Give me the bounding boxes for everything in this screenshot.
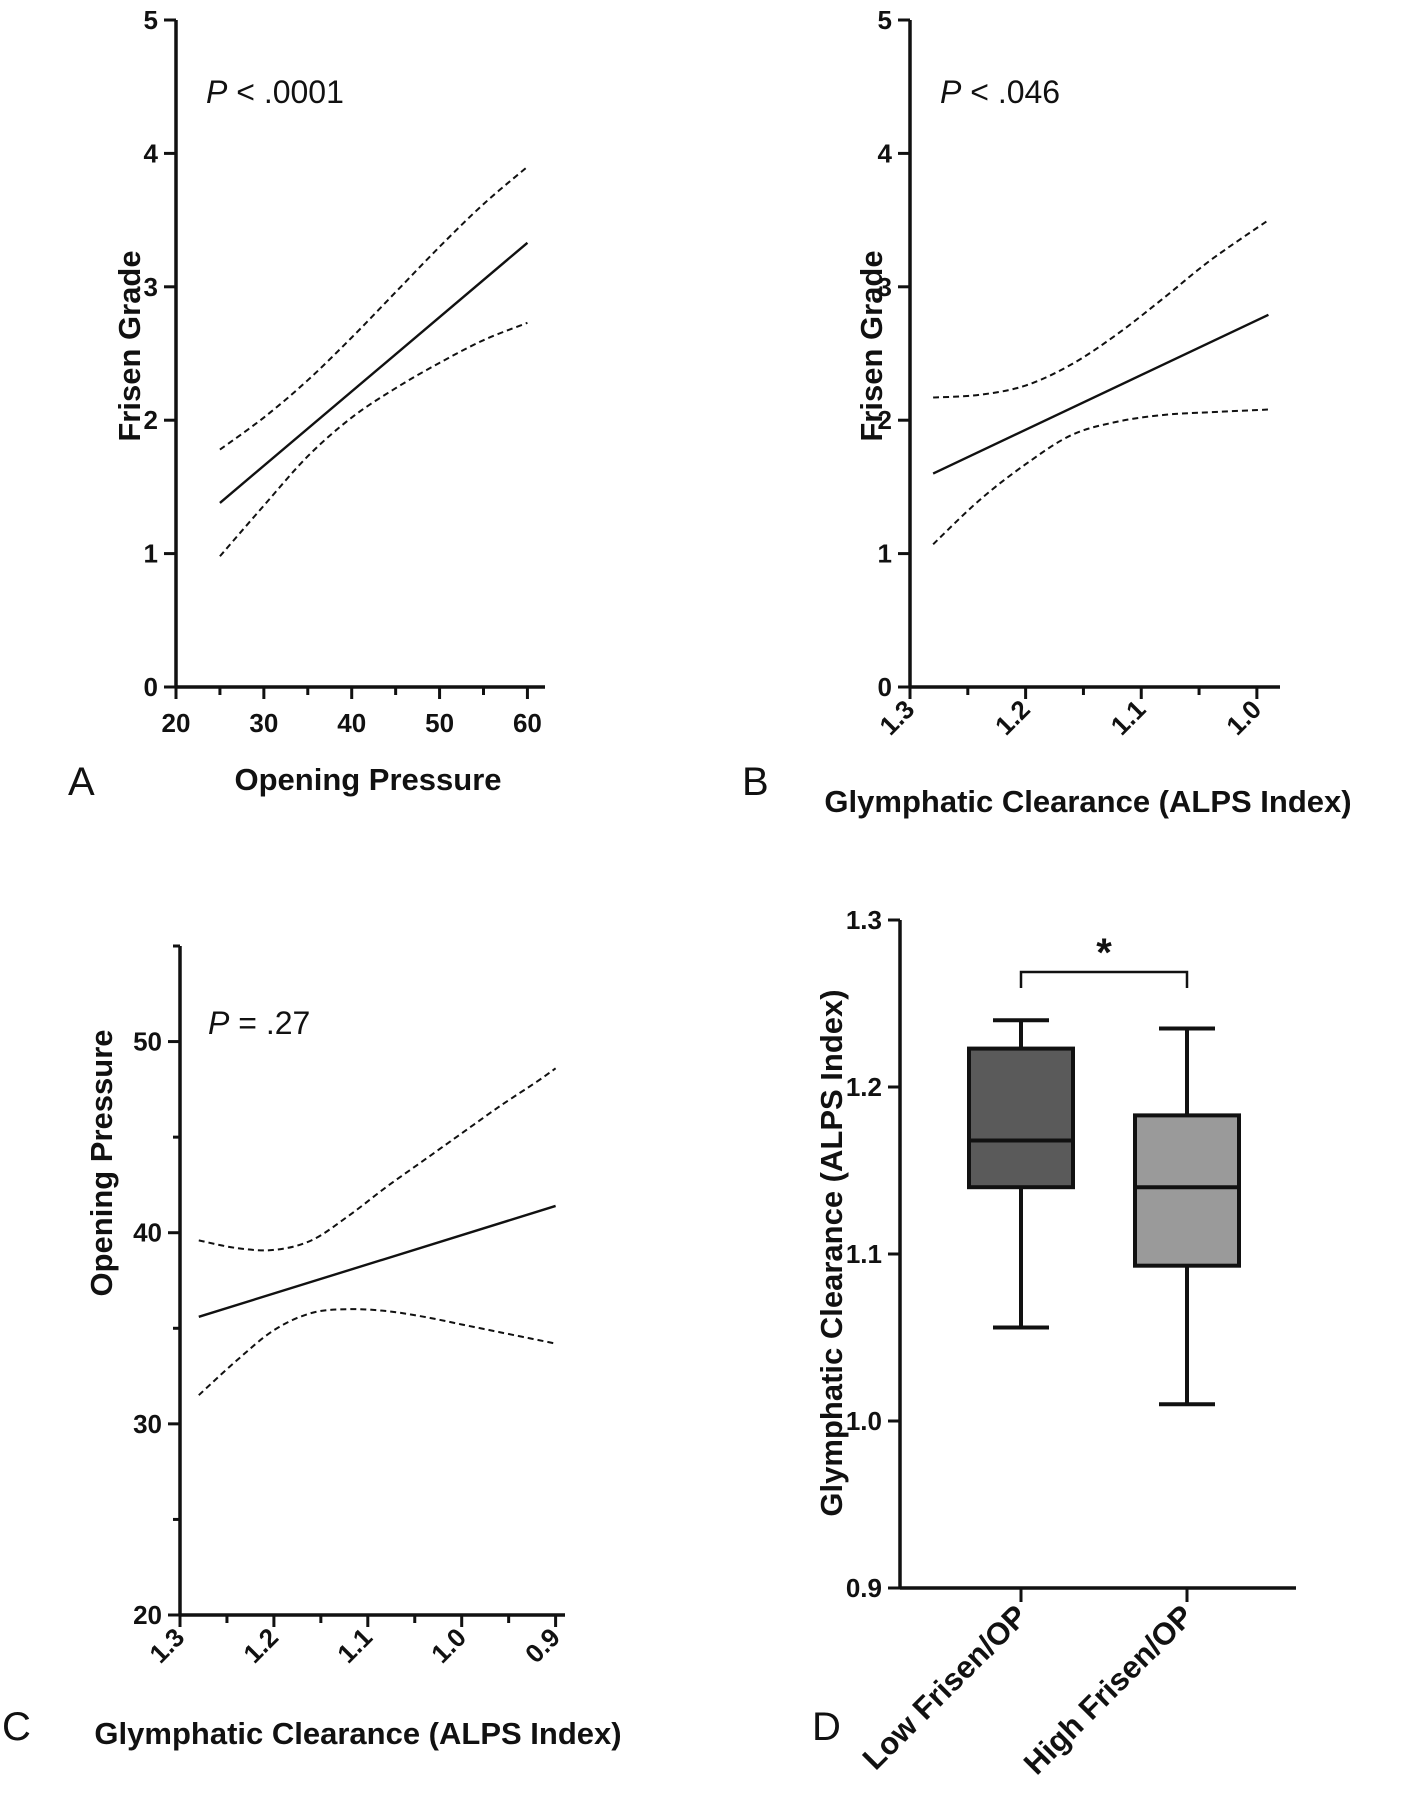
p-value: < .046 xyxy=(961,74,1060,110)
x-tick-label: 1.2 xyxy=(989,694,1036,741)
y-tick-label: 1 xyxy=(144,539,158,569)
y-tick-label: 2 xyxy=(878,405,892,435)
x-tick-label: 50 xyxy=(425,708,454,738)
y-tick-label: 20 xyxy=(133,1600,162,1630)
y-tick-label: 1.1 xyxy=(846,1239,882,1269)
y-tick-label: 5 xyxy=(878,5,892,35)
y-tick-label: 3 xyxy=(878,272,892,302)
confidence-band-line xyxy=(219,321,528,557)
confidence-band-line xyxy=(932,408,1269,545)
p-value-annotation: P = .27 xyxy=(208,1005,310,1041)
x-axis-title: Opening Pressure xyxy=(234,762,501,797)
panel-letter-a: A xyxy=(68,760,95,804)
y-tick-label: 1.2 xyxy=(846,1072,882,1102)
x-tick-label: 30 xyxy=(249,708,278,738)
regression-line xyxy=(198,1204,556,1318)
y-axis-title: Frisen Grade xyxy=(112,250,147,441)
y-tick-label: 0 xyxy=(144,672,158,702)
y-tick-label: 50 xyxy=(133,1027,162,1057)
x-tick-label: 1.2 xyxy=(237,1622,284,1669)
x-category-label: High Frisen/OP xyxy=(1017,1598,1200,1781)
x-tick-label: 1.1 xyxy=(1105,694,1152,741)
x-tick-label: 1.0 xyxy=(1220,694,1267,741)
x-category-label: Low Frisen/OP xyxy=(856,1598,1034,1776)
p-value-annotation: P < .0001 xyxy=(206,74,344,110)
x-tick-label: 0.9 xyxy=(519,1622,566,1669)
panel-a: 0 1 2 3 4 5 20 30 40 50 60 Opening Pressure Frisen G… xyxy=(112,5,545,797)
y-tick-label: 0.9 xyxy=(846,1573,882,1603)
y-tick-label: 3 xyxy=(144,272,158,302)
box-iqr xyxy=(1133,1113,1241,1268)
y-tick-label: 4 xyxy=(144,138,159,168)
confidence-band-line xyxy=(933,219,1270,399)
y-tick-label: 2 xyxy=(144,405,158,435)
p-value: < .0001 xyxy=(227,74,344,110)
panel-d: 0.9 1.0 1.1 1.2 1.3 Glymphatic Clearance (ALP… xyxy=(814,905,1296,1781)
y-axis-title: Opening Pressure xyxy=(84,1029,119,1296)
y-tick-label: 1 xyxy=(878,539,892,569)
p-symbol: P xyxy=(208,1005,230,1041)
panel-letter-b: B xyxy=(742,760,769,804)
confidence-band-line xyxy=(198,1067,557,1252)
panel-letter-d: D xyxy=(812,1705,841,1749)
p-symbol: P xyxy=(940,74,962,110)
confidence-band-line xyxy=(219,165,529,451)
y-tick-label: 5 xyxy=(144,5,158,35)
y-axis-title: Glymphatic Clearance (ALPS Index) xyxy=(814,989,849,1516)
p-value: = .27 xyxy=(229,1005,310,1041)
x-axis-title: Glymphatic Clearance (ALPS Index) xyxy=(824,784,1351,819)
p-value-annotation: P < .046 xyxy=(940,74,1060,110)
regression-line xyxy=(219,241,529,504)
regression-line xyxy=(932,313,1269,475)
confidence-band-line xyxy=(198,1308,556,1396)
x-tick-label: 20 xyxy=(162,708,191,738)
significance-bracket xyxy=(1019,970,1189,988)
y-axis-title: Frisen Grade xyxy=(854,250,889,441)
x-tick-label: 1.0 xyxy=(425,1622,472,1669)
x-axis-title: Glymphatic Clearance (ALPS Index) xyxy=(94,1716,621,1751)
y-tick-label: 4 xyxy=(878,138,893,168)
significance-star: * xyxy=(1096,931,1112,975)
box-iqr xyxy=(967,1046,1075,1190)
x-tick-label: 60 xyxy=(513,708,542,738)
y-tick-label: 40 xyxy=(133,1218,162,1248)
y-tick-label: 1.0 xyxy=(846,1406,882,1436)
x-tick-label: 40 xyxy=(337,708,366,738)
y-tick-label: 30 xyxy=(133,1409,162,1439)
p-symbol: P xyxy=(206,74,228,110)
x-tick-label: 1.1 xyxy=(331,1622,378,1669)
panel-letter-c: C xyxy=(2,1705,31,1749)
y-tick-label: 1.3 xyxy=(846,905,882,935)
y-tick-label: 0 xyxy=(878,672,892,702)
